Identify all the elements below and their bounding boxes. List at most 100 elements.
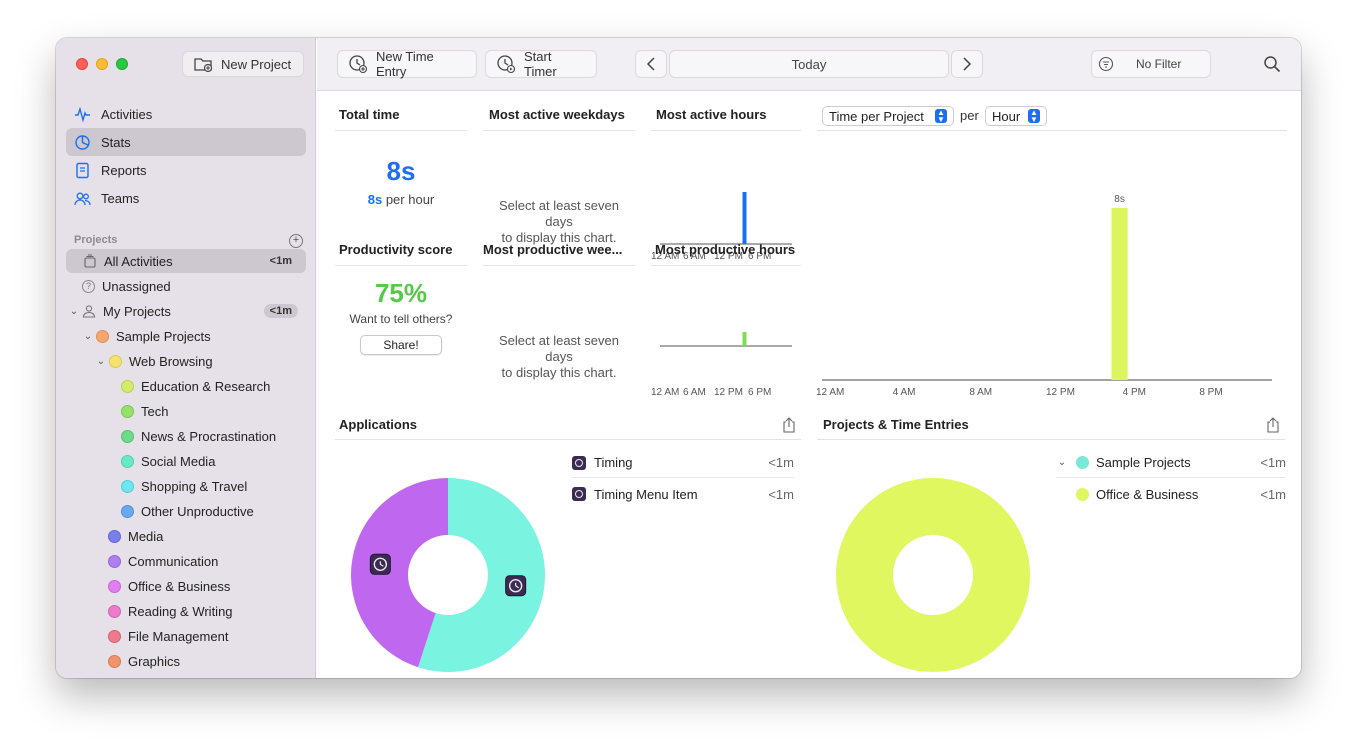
- select-arrows-icon: ▲ ▼: [935, 109, 947, 124]
- add-project-icon[interactable]: +: [289, 234, 303, 248]
- total-time-value: 8s: [386, 156, 416, 186]
- teams-icon: [74, 192, 91, 205]
- timing-app-icon: [572, 487, 586, 501]
- sidebar-item-education-research[interactable]: Education & Research: [66, 374, 306, 398]
- sidebar-item-other-unproductive[interactable]: Other Unproductive: [66, 499, 306, 523]
- sidebar-item-label: Teams: [101, 190, 140, 206]
- applications-title: Applications: [339, 417, 418, 432]
- application-name: Timing Menu Item: [594, 486, 698, 502]
- new-time-entry-label: New Time Entry: [376, 49, 434, 79]
- sidebar-item-label: Shopping & Travel: [141, 478, 248, 494]
- sidebar-item-label: Office & Business: [128, 578, 231, 594]
- placeholder-line-2: days: [545, 214, 573, 229]
- sidebar-item-activities[interactable]: Activities: [66, 100, 306, 128]
- sidebar-item-social-media[interactable]: Social Media: [66, 449, 306, 473]
- project-entry-name: Office & Business: [1096, 486, 1199, 502]
- sidebar-item-tech[interactable]: Tech: [66, 399, 306, 423]
- placeholder-line-1: Select at least seven: [499, 333, 619, 348]
- sidebar-item-all-activities[interactable]: All Activities <1m: [66, 249, 306, 273]
- application-duration: <1m: [768, 486, 794, 502]
- search-icon[interactable]: [1263, 55, 1281, 73]
- tick-label: 6 PM: [748, 251, 772, 262]
- per-hour-label: per hour: [385, 192, 435, 207]
- sidebar-item-teams[interactable]: Teams: [66, 184, 306, 212]
- sidebar-item-file-management[interactable]: File Management: [66, 624, 306, 648]
- tell-others-text: Want to tell others?: [349, 312, 453, 326]
- placeholder-line-1: Select at least seven: [499, 198, 619, 213]
- project-entry-row[interactable]: Office & Business <1m: [1076, 479, 1286, 509]
- sidebar-item-label: Reports: [101, 162, 147, 178]
- folder-add-icon: [194, 58, 213, 73]
- previous-date-button[interactable]: [635, 50, 667, 78]
- tick-label: 6 AM: [683, 251, 706, 262]
- project-color-dot: [121, 379, 134, 393]
- project-entry-name: Sample Projects: [1096, 455, 1191, 470]
- sidebar-item-label: Social Media: [141, 453, 216, 469]
- start-timer-button[interactable]: Start Timer: [485, 49, 597, 79]
- close-window-button[interactable]: [76, 58, 88, 70]
- toolbar: New Time Entry Start Timer Today No Filt…: [317, 38, 1301, 91]
- sidebar-item-stats[interactable]: Stats: [66, 128, 306, 156]
- new-time-entry-button[interactable]: New Time Entry: [337, 49, 477, 79]
- duration-badge: <1m: [263, 304, 298, 318]
- chevron-down-icon[interactable]: ⌄: [69, 305, 79, 317]
- application-duration: <1m: [768, 455, 794, 470]
- most-active-weekdays-placeholder: Select at least seven days to display th…: [483, 198, 635, 246]
- minimize-window-button[interactable]: [96, 58, 108, 70]
- sidebar-item-office-business[interactable]: Office & Business: [66, 574, 306, 598]
- sidebar-item-reading-writing[interactable]: Reading & Writing: [66, 599, 306, 623]
- project-color-dot: [96, 329, 109, 343]
- sidebar-item-label: Other Unproductive: [141, 503, 254, 519]
- project-color-dot: [108, 654, 121, 668]
- tick-label: 6 PM: [748, 387, 772, 398]
- tick-label: 6 AM: [683, 387, 706, 398]
- filter-button[interactable]: No Filter: [1091, 50, 1211, 78]
- next-date-button[interactable]: [951, 50, 983, 78]
- projects-section-label: Projects: [74, 234, 118, 246]
- sidebar-item-reports[interactable]: Reports: [66, 156, 306, 184]
- question-icon: ?: [82, 279, 95, 293]
- sidebar-item-web-browsing[interactable]: ⌄ Web Browsing: [66, 349, 306, 373]
- placeholder-line-3: to display this chart.: [501, 230, 617, 245]
- time-per-select[interactable]: Time per Project ▲ ▼: [822, 106, 954, 126]
- export-icon[interactable]: [782, 417, 796, 433]
- chevron-down-icon[interactable]: ⌄: [83, 330, 93, 342]
- sidebar-item-news-procrastination[interactable]: News & Procrastination: [66, 424, 306, 448]
- sidebar-item-media[interactable]: Media: [66, 524, 306, 548]
- total-time-title: Total time: [339, 107, 400, 122]
- productivity-score-value: 75%: [374, 278, 428, 308]
- interval-select-value: Hour: [992, 108, 1021, 124]
- share-button[interactable]: Share!: [360, 335, 442, 355]
- x-tick-label: 4 PM: [1122, 387, 1146, 398]
- tick-label: 12 AM: [651, 387, 680, 398]
- sidebar-item-my-projects[interactable]: ⌄ My Projects <1m: [66, 299, 306, 323]
- application-row[interactable]: Timing <1m: [572, 448, 794, 478]
- app-window: New Project Activities Stats Reports Tea…: [56, 38, 1301, 678]
- project-entry-row[interactable]: ⌄ Sample Projects <1m: [1056, 448, 1286, 478]
- sidebar-item-label: Stats: [101, 134, 131, 150]
- sidebar-item-label: Reading & Writing: [128, 603, 233, 619]
- sidebar-item-sample-projects[interactable]: ⌄ Sample Projects: [66, 324, 306, 348]
- zoom-window-button[interactable]: [116, 58, 128, 70]
- stack-icon: [84, 254, 96, 268]
- date-range-button[interactable]: Today: [669, 50, 949, 78]
- projects-pie-chart: [836, 478, 1030, 672]
- stats-view: Total time 8s 8s per hour Most active we…: [317, 92, 1301, 678]
- chevron-down-icon[interactable]: ⌄: [1057, 457, 1067, 468]
- sidebar-item-unassigned[interactable]: ? Unassigned: [66, 274, 306, 298]
- chevron-down-icon[interactable]: ⌄: [96, 355, 106, 367]
- sidebar-item-label: Education & Research: [141, 378, 271, 394]
- project-color-dot: [108, 529, 121, 543]
- sidebar-item-graphics[interactable]: Graphics: [66, 649, 306, 673]
- placeholder-line-3: to display this chart.: [501, 365, 617, 380]
- sidebar-item-communication[interactable]: Communication: [66, 549, 306, 573]
- x-tick-label: 4 AM: [892, 387, 916, 398]
- bar-value-label: 8s: [1114, 194, 1125, 205]
- sidebar-item-shopping-travel[interactable]: Shopping & Travel: [66, 474, 306, 498]
- interval-select[interactable]: Hour ▲ ▼: [985, 106, 1047, 126]
- application-row[interactable]: Timing Menu Item <1m: [572, 479, 794, 509]
- timing-app-icon: [369, 553, 391, 575]
- productivity-score-title: Productivity score: [339, 242, 453, 257]
- export-icon[interactable]: [1266, 417, 1280, 433]
- new-project-button[interactable]: New Project: [182, 51, 304, 77]
